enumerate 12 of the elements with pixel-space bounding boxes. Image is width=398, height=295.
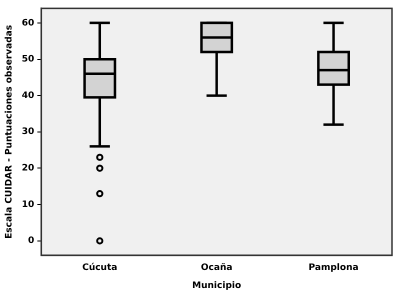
y-tick-label: 10 (22, 200, 34, 210)
y-tick-label: 50 (22, 54, 34, 65)
y-tick-label: 30 (22, 127, 34, 138)
x-tick-label: Cúcuta (82, 262, 118, 274)
y-tick-label: 0 (28, 236, 34, 246)
y-tick-label: 60 (22, 18, 34, 28)
x-tick-label: Ocaña (200, 263, 232, 274)
x-axis-title: Municipio (192, 280, 242, 291)
y-tick-label: 20 (22, 164, 34, 174)
y-axis-title: Escala CUIDAR - Puntuaciones observadas (4, 24, 15, 239)
x-tick-label: Pamplona (308, 263, 359, 274)
y-tick-label: 40 (22, 90, 34, 101)
